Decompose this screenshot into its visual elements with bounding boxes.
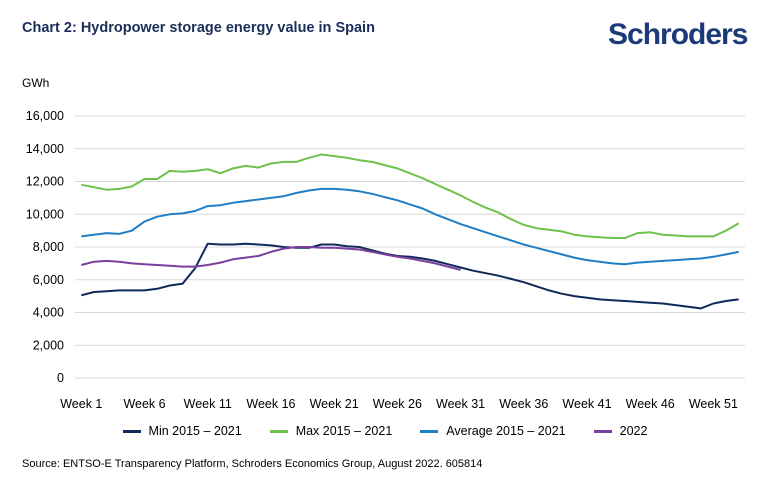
legend-swatch (593, 429, 612, 433)
x-tick-label: Week 41 (562, 397, 611, 411)
legend-label: 2022 (619, 424, 648, 438)
chart-legend: Min 2015 – 2021 Max 2015 – 2021 Average 20… (0, 424, 770, 438)
legend-label: Min 2015 – 2021 (148, 424, 242, 438)
y-tick-label: 4,000 (33, 306, 64, 320)
y-tick-label: 6,000 (33, 273, 64, 287)
y-axis-unit-label: GWh (22, 76, 50, 90)
y-tick-label: 8,000 (33, 240, 64, 254)
y-tick-label: 14,000 (26, 142, 64, 156)
chart-title: Chart 2: Hydropower storage energy value… (22, 20, 375, 36)
x-tick-label: Week 46 (626, 397, 675, 411)
legend-label: Average 2015 – 2021 (446, 424, 566, 438)
series-line-2 (81, 187, 739, 266)
x-tick-label: Week 51 (689, 397, 738, 411)
legend-item: 2022 (593, 424, 648, 438)
series-line-1 (81, 153, 740, 239)
x-tick-label: Week 16 (246, 397, 295, 411)
x-tick-label: Week 31 (436, 397, 485, 411)
x-tick-label: Week 11 (184, 397, 232, 411)
source-note: Source: ENTSO-E Transparency Platform, S… (22, 458, 483, 470)
x-tick-label: Week 6 (123, 397, 165, 411)
x-tick-label: Week 26 (373, 397, 422, 411)
series-line-0 (81, 242, 739, 310)
y-tick-label: 2,000 (33, 338, 64, 352)
x-tick-label: Week 21 (310, 397, 359, 411)
y-tick-label: 0 (57, 371, 64, 385)
y-tick-label: 12,000 (26, 175, 64, 189)
series-lines (81, 153, 740, 310)
schroders-logo: Schroders (608, 18, 748, 51)
series-line-3 (81, 246, 461, 271)
legend-swatch (122, 429, 141, 433)
legend-item: Min 2015 – 2021 (122, 424, 242, 438)
x-tick-label: Week 36 (499, 397, 548, 411)
legend-swatch (269, 429, 288, 433)
gridlines (75, 115, 745, 379)
legend-label: Max 2015 – 2021 (295, 424, 393, 438)
x-tick-label: Week 1 (60, 397, 102, 411)
x-axis-ticks: Week 1 Week 6 Week 11 Week 16 Week 21 Week 26… (60, 397, 738, 411)
y-axis-ticks: 0 2,000 4,000 6,000 8,000 10,000 12,000 14,000 1… (26, 109, 64, 385)
legend-item: Average 2015 – 2021 (420, 424, 566, 438)
legend-item: Max 2015 – 2021 (269, 424, 393, 438)
y-tick-label: 16,000 (26, 109, 64, 123)
y-tick-label: 10,000 (26, 207, 64, 221)
legend-swatch (420, 429, 439, 433)
